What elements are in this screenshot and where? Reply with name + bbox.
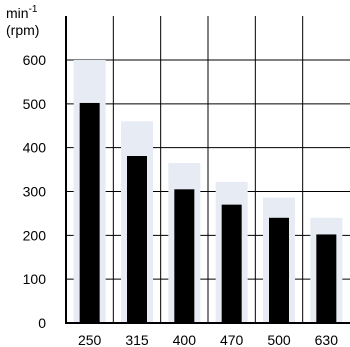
- bar-dark-470: [221, 204, 242, 323]
- y-axis-label-rpm: (rpm): [6, 22, 39, 38]
- x-tick-label: 500: [267, 332, 291, 347]
- x-tick-label: 250: [78, 332, 102, 347]
- y-tick-label: 100: [23, 271, 47, 287]
- y-tick-label: 300: [23, 184, 47, 200]
- y-axis-label-unit: min-1: [6, 4, 38, 21]
- y-tick-label: 200: [23, 227, 47, 243]
- x-tick-label: 630: [315, 332, 339, 347]
- y-axis-label-base: min: [6, 5, 29, 21]
- bar-dark-500: [269, 217, 289, 323]
- bar-dark-250: [79, 102, 100, 323]
- x-tick-label: 470: [220, 332, 244, 347]
- y-tick-label: 0: [38, 315, 46, 331]
- bar-dark-630: [316, 234, 337, 323]
- y-tick-label: 600: [23, 52, 47, 68]
- x-tick-label: 315: [125, 332, 149, 347]
- y-axis-label-superscript: -1: [29, 4, 38, 15]
- bar-dark-400: [174, 189, 195, 323]
- bar-dark-315: [127, 155, 147, 323]
- y-tick-label: 400: [23, 140, 47, 156]
- x-tick-label: 400: [173, 332, 197, 347]
- y-tick-label: 500: [23, 96, 47, 112]
